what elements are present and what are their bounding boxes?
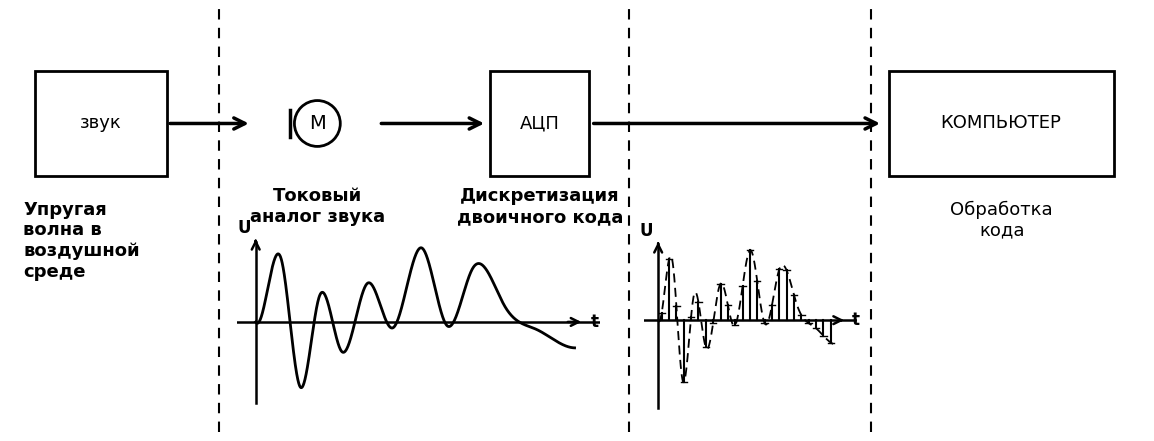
Text: Токовый
аналог звука: Токовый аналог звука — [249, 187, 385, 226]
Text: U: U — [238, 219, 250, 237]
Text: t: t — [852, 311, 860, 329]
Text: КОМПЬЮТЕР: КОМПЬЮТЕР — [941, 115, 1062, 132]
Text: Дискретизация
двоичного кода: Дискретизация двоичного кода — [457, 187, 623, 226]
Bar — [490, 71, 589, 176]
Text: t: t — [591, 313, 599, 331]
Text: звук: звук — [80, 115, 122, 132]
Text: Обработка
кода: Обработка кода — [951, 201, 1052, 240]
Text: АЦП: АЦП — [519, 115, 560, 132]
Text: М: М — [309, 114, 325, 133]
Text: U: U — [639, 222, 653, 240]
Ellipse shape — [294, 101, 340, 146]
Bar — [35, 71, 167, 176]
Bar — [889, 71, 1114, 176]
Text: Упругая
волна в
воздушной
среде: Упругая волна в воздушной среде — [23, 201, 140, 281]
